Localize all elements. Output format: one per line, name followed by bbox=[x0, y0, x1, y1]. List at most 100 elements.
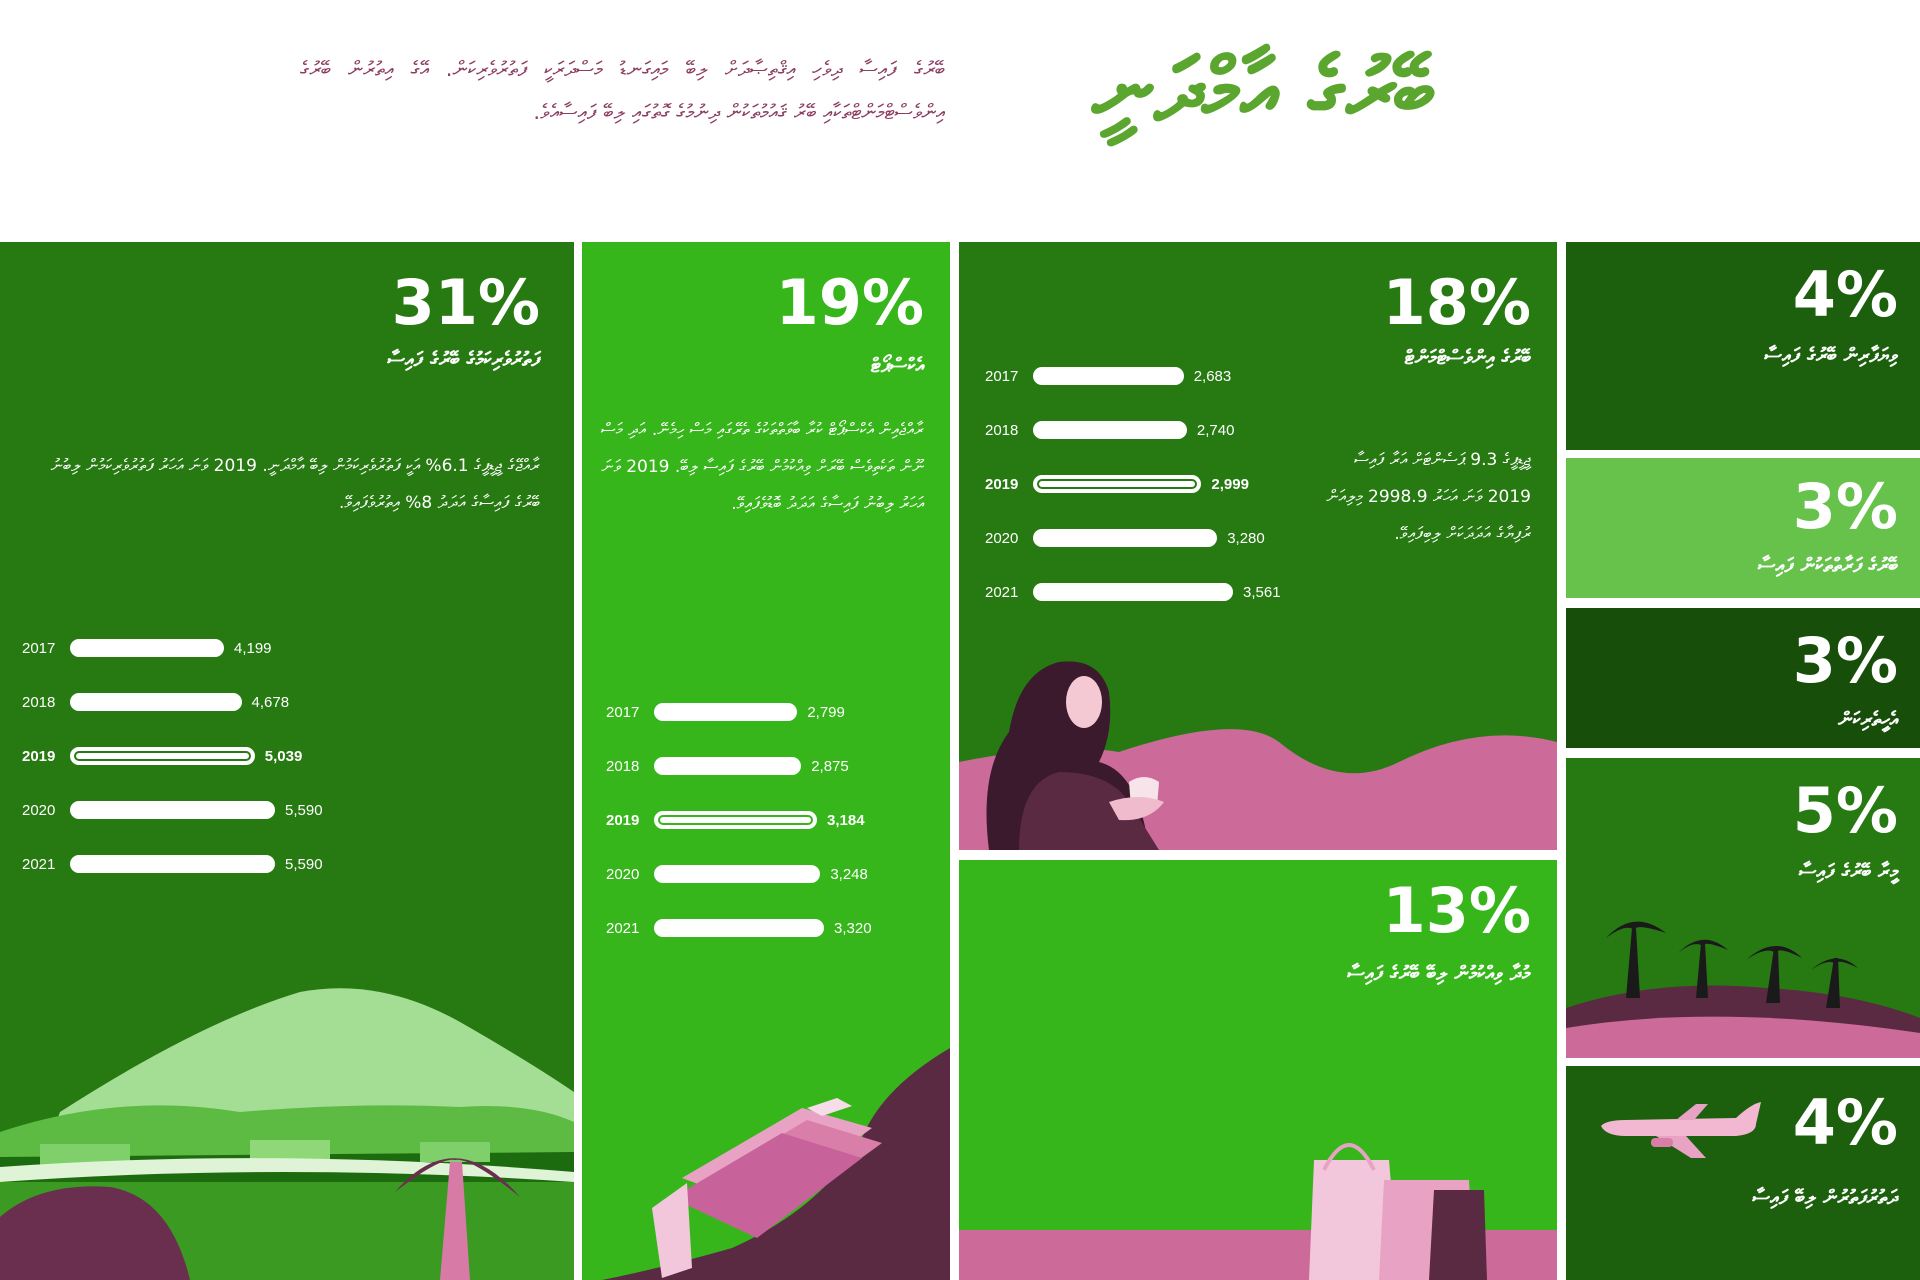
bar-value-label: 2,683 bbox=[1193, 368, 1232, 385]
page-title: ބޭރުގެ އާމްދަނީ bbox=[1092, 40, 1435, 140]
bar-value-label: 3,561 bbox=[1243, 584, 1281, 601]
landscape-illustration bbox=[0, 988, 574, 1280]
label-small-1: ވިޔަފާރިން ބޭރުގެ ފައިސާ bbox=[1764, 343, 1898, 367]
bar-year-label: 2019 bbox=[606, 812, 640, 829]
bar-row: 2018 2,875 bbox=[606, 742, 926, 796]
bar-year-label: 2020 bbox=[22, 802, 56, 819]
bar-chart-exports: 2017 2,799 2018 2,875 2019 3,184 2020 3,248 2021… bbox=[606, 688, 926, 958]
bar-value-label: 2,740 bbox=[1196, 422, 1235, 439]
panel-investment: 18% ބޭރުގެ އިންވެސްޓްމަންޓް ޖީޑީޕީގެ 9.3… bbox=[959, 242, 1557, 850]
bar-row: 2018 4,678 bbox=[22, 678, 522, 732]
panel-small-2: 3% ބޭރުގެ ފަރާތްތަކުން ފައިސާ bbox=[1566, 458, 1920, 598]
bar bbox=[654, 703, 798, 721]
bar-row: 2021 3,320 bbox=[606, 904, 926, 958]
panel-remittances: 13% މުދާ ވިއްކުމުން ލިބޭ ބޭރުގެ ފައިސާ bbox=[959, 860, 1557, 1280]
panel-exports: 19% އެކްސްޕޯޓް ރާއްޖެއިން އެކްސްޕޯޓް ކުރ… bbox=[582, 242, 950, 1280]
bar bbox=[70, 747, 255, 765]
bar-row: 2017 2,799 bbox=[606, 688, 926, 742]
bar-row: 2020 3,280 bbox=[985, 514, 1305, 568]
bar-row: 2017 2,683 bbox=[985, 352, 1305, 406]
label-small-4: މީރާ ބޭރުގެ ފައިސާ bbox=[1798, 859, 1898, 883]
percent-small-4: 5% bbox=[1792, 774, 1898, 847]
bar-value-label: 3,184 bbox=[827, 812, 865, 829]
bar bbox=[654, 811, 818, 829]
bar-year-label: 2021 bbox=[606, 920, 640, 937]
airplane-illustration bbox=[1601, 1102, 1761, 1158]
bar-value-label: 2,799 bbox=[807, 704, 845, 721]
bar-year-label: 2020 bbox=[985, 530, 1019, 547]
bar-value-label: 3,320 bbox=[834, 920, 872, 937]
bar-chart-investment: 2017 2,683 2018 2,740 2019 2,999 2020 3,280 2021… bbox=[985, 352, 1305, 622]
bar-row: 2020 3,248 bbox=[606, 850, 926, 904]
bar-row: 2021 5,590 bbox=[22, 840, 522, 894]
island-illustration bbox=[1566, 921, 1920, 1058]
percent-small-2: 3% bbox=[1792, 470, 1898, 543]
percent-small-1: 4% bbox=[1792, 258, 1898, 331]
bar-year-label: 2017 bbox=[606, 704, 640, 721]
bar-value-label: 4,199 bbox=[233, 640, 272, 657]
woman-with-cup-illustration bbox=[959, 661, 1557, 850]
bar bbox=[1033, 421, 1187, 439]
bar-year-label: 2019 bbox=[985, 476, 1019, 493]
bar-value-label: 3,280 bbox=[1227, 530, 1265, 547]
panel-small-5: 4% ދަތުރުފަތުރުން ލިބޭ ފައިސާ bbox=[1566, 1066, 1920, 1280]
shopping-bags-illustration bbox=[959, 1143, 1557, 1280]
bar bbox=[1033, 367, 1184, 385]
percent-exports: 19% bbox=[775, 266, 924, 339]
panel-small-4: 5% މީރާ ބޭރުގެ ފައިސާ bbox=[1566, 758, 1920, 1058]
bar-year-label: 2018 bbox=[22, 694, 56, 711]
bar-year-label: 2018 bbox=[606, 758, 640, 775]
percent-investment: 18% bbox=[1382, 266, 1531, 339]
header: ބޭރުގެ އާމްދަނީ ބޭރުގެ ފައިސާ ދިވެހި އިޤ… bbox=[0, 0, 1920, 240]
bar-year-label: 2017 bbox=[985, 368, 1019, 385]
bar bbox=[654, 757, 802, 775]
label-small-3: އެހީތެރިކަން bbox=[1838, 707, 1898, 731]
percent-small-3: 3% bbox=[1792, 624, 1898, 697]
intro-text: ބޭރުގެ ފައިސާ ދިވެހި އިޤްތިޞާދަށް ލިބޭ މ… bbox=[300, 57, 945, 124]
bar bbox=[70, 855, 275, 873]
bar bbox=[70, 639, 224, 657]
bar-row: 2019 2,999 bbox=[985, 460, 1305, 514]
panel-tourism: 31% ފަތުރުވެރިކަމުގެ ބޭރުގެ ފައިސާ ރާއްޖ… bbox=[0, 242, 574, 1280]
bar-value-label: 2,875 bbox=[811, 758, 849, 775]
desc-investment: ޖީޑީޕީގެ 9.3 ޕަސެންޓަށް އަރާ ފައިސާ 2019… bbox=[1326, 450, 1531, 544]
label-investment: ބޭރުގެ އިންވެސްޓްމަންޓް bbox=[1404, 345, 1531, 369]
bar-value-label: 2,999 bbox=[1211, 476, 1249, 493]
label-small-5: ދަތުރުފަތުރުން ލިބޭ ފައިސާ bbox=[1752, 1185, 1898, 1209]
panel-small-3: 3% އެހީތެރިކަން bbox=[1566, 608, 1920, 748]
bar bbox=[654, 865, 821, 883]
bar-value-label: 5,590 bbox=[285, 802, 323, 819]
bar-year-label: 2021 bbox=[22, 856, 56, 873]
percent-remittances: 13% bbox=[1382, 874, 1531, 947]
desc-exports: ރާއްޖެއިން އެކްސްޕޯޓް ކުރާ ބާވަތްތަކުގެ … bbox=[600, 420, 924, 514]
bar-value-label: 3,248 bbox=[830, 866, 868, 883]
bar-row: 2019 5,039 bbox=[22, 732, 522, 786]
label-exports: އެކްސްޕޯޓް bbox=[870, 353, 924, 377]
bar-year-label: 2018 bbox=[985, 422, 1019, 439]
bar bbox=[1033, 583, 1233, 601]
bar-year-label: 2019 bbox=[22, 748, 56, 765]
bar-row: 2019 3,184 bbox=[606, 796, 926, 850]
bar-row: 2018 2,740 bbox=[985, 406, 1305, 460]
panel-small-1: 4% ވިޔަފާރިން ބޭރުގެ ފައިސާ bbox=[1566, 242, 1920, 450]
bar-chart-tourism: 2017 4,199 2018 4,678 2019 5,039 2020 5,590 2021… bbox=[22, 624, 522, 894]
label-remittances: މުދާ ވިއްކުމުން ލިބޭ ބޭރުގެ ފައިސާ bbox=[1347, 961, 1531, 985]
label-tourism: ފަތުރުވެރިކަމުގެ ބޭރުގެ ފައިސާ bbox=[387, 347, 540, 371]
bar-value-label: 4,678 bbox=[251, 694, 290, 711]
bar-year-label: 2021 bbox=[985, 584, 1019, 601]
bar bbox=[70, 693, 242, 711]
bar bbox=[654, 919, 824, 937]
label-small-2: ބޭރުގެ ފަރާތްތަކުން ފައިސާ bbox=[1757, 553, 1898, 577]
desc-tourism: ރާއްޖޭގެ ޖީޑީޕީގެ 6.1% އަކީ ފަތުރުވެރިކަ… bbox=[50, 456, 540, 513]
percent-tourism: 31% bbox=[391, 266, 540, 339]
bar-year-label: 2017 bbox=[22, 640, 56, 657]
bar-row: 2021 3,561 bbox=[985, 568, 1305, 622]
bar bbox=[70, 801, 275, 819]
bar-row: 2017 4,199 bbox=[22, 624, 522, 678]
bar-value-label: 5,590 bbox=[285, 856, 323, 873]
bar-year-label: 2020 bbox=[606, 866, 640, 883]
cargo-ship-illustration bbox=[602, 1048, 950, 1280]
bar bbox=[1033, 529, 1218, 547]
bar-value-label: 5,039 bbox=[264, 748, 303, 765]
bar bbox=[1033, 475, 1202, 493]
